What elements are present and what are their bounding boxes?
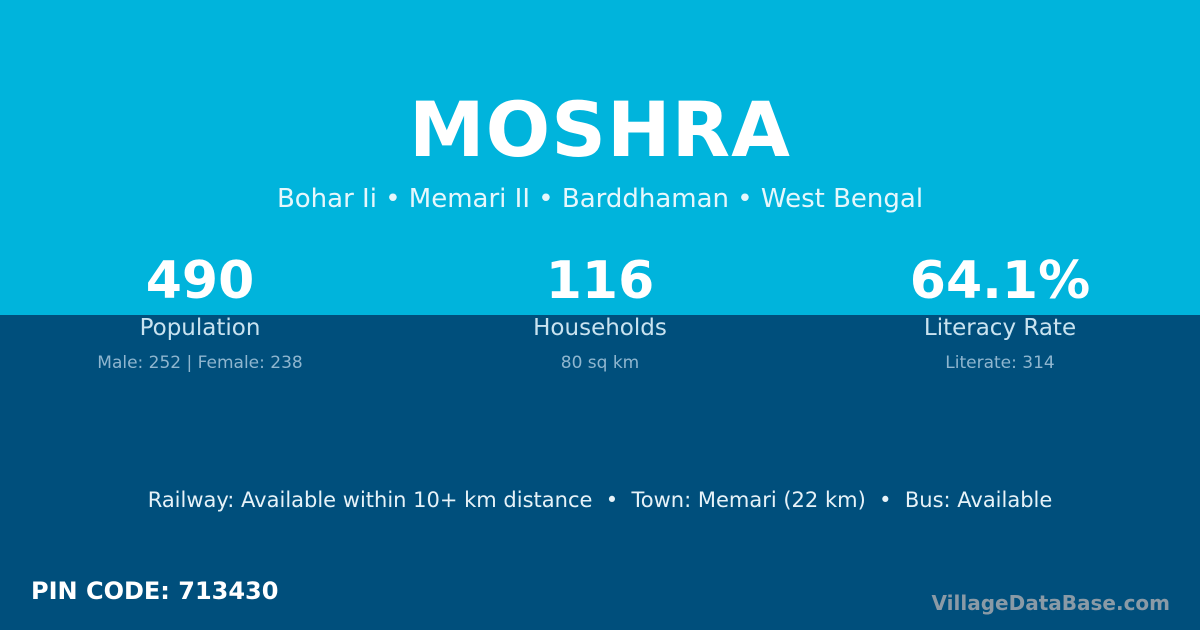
stat-label: Literacy Rate <box>923 315 1077 341</box>
header-band <box>0 0 1200 315</box>
footer-band <box>0 315 1200 630</box>
stat-literacy: 64.1% Literacy Rate Literate: 314 <box>800 250 1200 375</box>
stat-detail: 80 sq km <box>560 353 640 373</box>
stat-households: 116 Households 80 sq km <box>400 250 800 375</box>
stat-value: 490 <box>145 251 255 311</box>
location-breadcrumb: Bohar Ii • Memari II • Barddhaman • West… <box>276 184 924 214</box>
brand-logo: VillageDataBase.com <box>931 591 1170 615</box>
stat-value: 64.1% <box>909 251 1091 311</box>
stat-label: Population <box>139 315 261 341</box>
stat-population: 490 Population Male: 252 | Female: 238 <box>0 250 400 375</box>
stat-detail: Literate: 314 <box>945 353 1055 373</box>
village-name: MOSHRA <box>409 85 791 174</box>
stat-value: 116 <box>545 251 655 311</box>
pin-code: PIN CODE: 713430 <box>31 577 279 605</box>
stat-label: Households <box>533 315 667 341</box>
stat-detail: Male: 252 | Female: 238 <box>97 353 303 373</box>
access-info: Railway: Available within 10+ km distanc… <box>147 488 1053 512</box>
